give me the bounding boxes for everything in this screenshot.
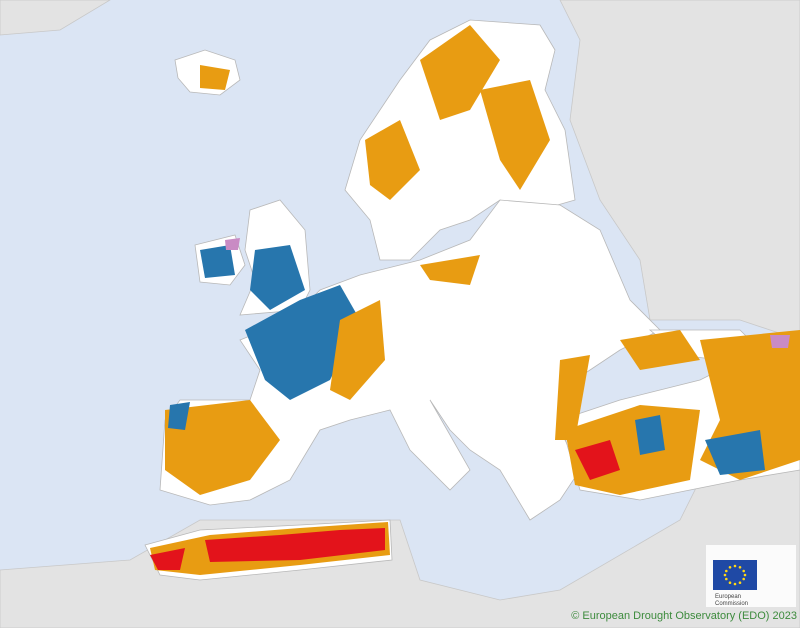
logo-text: Commission	[715, 601, 748, 607]
eu-stars	[723, 564, 747, 586]
drought-areas	[150, 25, 800, 575]
ec-logo: European Commission	[706, 545, 796, 607]
eu-flag	[713, 560, 757, 590]
logo-text: European	[715, 594, 741, 600]
credit: © European Drought Observatory (EDO) 202…	[571, 610, 797, 622]
